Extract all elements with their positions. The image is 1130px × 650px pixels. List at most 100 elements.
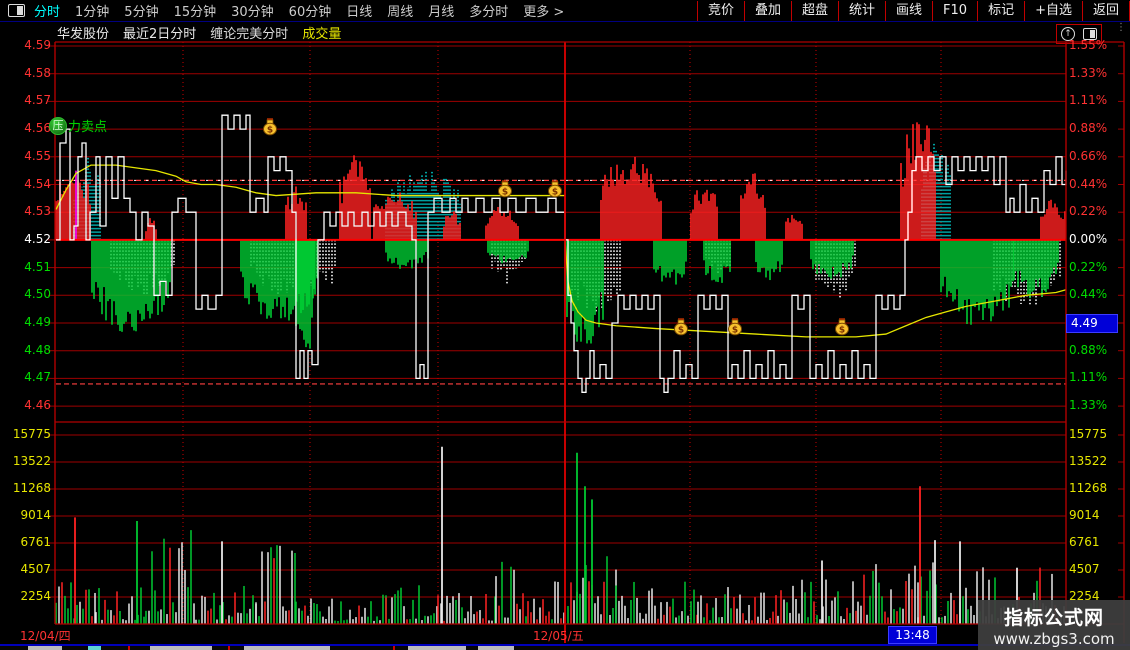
period-tab[interactable]: 1分钟 [75,5,110,20]
bottom-toolbar-clipped [0,646,1130,650]
period-tab[interactable]: 周线 [387,5,414,20]
footer-divider [0,644,1130,646]
axis-label: 15775 [1069,427,1108,441]
clipped-text-fragment [478,646,514,650]
axis-label: 4.55 [24,148,51,163]
axis-label: 4.51 [24,259,51,274]
chart-title-row: 华发股份 最近2日分时 缠论完美分时 成交量 [0,22,1130,42]
indicator-name[interactable]: 缠论完美分时 [210,26,289,42]
svg-text:$: $ [839,326,845,336]
toolbar-button[interactable]: 竞价 [696,0,744,21]
toolbar-button[interactable]: 叠加 [743,0,791,21]
moneybag-buy-icon: $ [498,180,512,198]
toolbar-button[interactable]: +自选 [1024,0,1082,21]
clipped-text-fragment [408,646,466,650]
svg-text:$: $ [552,188,558,198]
axis-label: 2254 [20,589,51,603]
axis-label: 4.58 [24,65,51,80]
axis-label: 4.56 [24,121,51,136]
toolbar-button[interactable]: F10 [932,0,977,21]
axis-label: 0.44% [1069,176,1108,191]
toolbar-button[interactable]: 画线 [885,0,932,21]
split-panel-icon[interactable] [1083,28,1097,40]
period-tabs: 分时 1分钟 5分钟 15分钟 30分钟 60分钟 日线 周线 月线 多分时 更多 > [34,1,579,20]
clipped-divider [393,646,395,650]
toolbar-button[interactable]: 标记 [977,0,1024,21]
axis-label: 0.44% [1069,287,1108,302]
stock-name: 华发股份 [57,26,110,42]
clipped-text-fragment [150,646,212,650]
sell-badge-icon: 压 [49,116,67,135]
moneybag-buy-icon: $ [728,318,742,336]
axis-label: 6761 [20,535,51,549]
axis-label: 0.22% [1069,259,1108,274]
axis-label: 9014 [20,508,51,522]
period-tab[interactable]: 分时 [34,5,61,20]
clipped-text-fragment [28,646,62,650]
period-tab[interactable]: 5分钟 [124,5,159,20]
axis-label: 11268 [1069,481,1108,495]
axis-label: 0.88% [1069,342,1108,357]
chart-mode-label[interactable]: 最近2日分时 [123,26,197,42]
moneybag-buy-icon: $ [263,118,277,136]
toolbar-button[interactable]: 返回 [1081,0,1130,21]
watermark-url: www.zbgs3.com [993,630,1115,648]
date-label-day2: 12/05/五 [533,629,584,643]
scrollbar-grip-icon[interactable]: ⋮ [1116,22,1126,33]
moneybag-buy-icon: $ [835,318,849,336]
sell-point-marker: 压 力卖点 [49,116,107,135]
date-label-day1: 12/04/四 [20,629,71,643]
period-tab[interactable]: 60分钟 [288,5,332,20]
axis-label: 4.48 [24,342,51,357]
axis-label: 15775 [12,427,51,441]
period-tab[interactable]: 30分钟 [231,5,274,20]
svg-text:$: $ [678,326,684,336]
clipped-text-fragment [244,646,330,650]
axis-label: 9014 [1069,508,1100,522]
svg-text:$: $ [267,126,273,136]
axis-label: 0.88% [1069,121,1108,136]
clipped-divider [128,646,130,650]
svg-text:$: $ [732,326,738,336]
moneybag-buy-icon: $ [674,318,688,336]
axis-label: 4.59 [24,38,51,52]
expand-up-icon[interactable]: ↑ [1061,27,1075,41]
axis-label: 11268 [12,481,51,495]
axis-label: 0.00% [1069,231,1108,246]
watermark-site-name: 指标公式网 [1003,607,1104,629]
axis-label: 4507 [1069,562,1100,576]
period-tab[interactable]: 更多 > [523,5,565,20]
axis-label: 0.66% [1069,148,1108,163]
axis-label: 4.50 [24,287,51,302]
period-tab[interactable]: 多分时 [469,5,509,20]
window-panel-icon[interactable] [8,4,25,17]
clipped-divider [228,646,230,650]
period-tab[interactable]: 日线 [346,5,373,20]
watermark-overlay: 指标公式网 www.zbgs3.com [978,600,1130,650]
axis-label: 4.47 [24,370,51,385]
axis-label: 1.55% [1069,38,1108,52]
axis-label: 4507 [20,562,51,576]
axis-label: 4.53 [24,204,51,219]
period-toolbar: 分时 1分钟 5分钟 15分钟 30分钟 60分钟 日线 周线 月线 多分时 更多 > 竞价 叠加 超盘… [0,0,1130,22]
toolbar-button[interactable]: 超盘 [790,0,838,21]
pane-corner-icons: ↑ [1056,24,1102,44]
axis-label: 4.52 [24,231,51,246]
current-price-box: 4.49 [1066,314,1118,333]
period-tab[interactable]: 15分钟 [173,5,217,20]
axis-label: 4.57 [24,93,51,108]
axis-label: 1.33% [1069,398,1108,413]
axis-label: 1.33% [1069,65,1108,80]
axis-label: 0.22% [1069,204,1108,219]
white-step-line [56,114,1067,393]
cursor-time-box: 13:48 [888,626,937,644]
toolbar-button[interactable]: 统计 [838,0,885,21]
axis-label: 4.54 [24,176,51,191]
sell-badge-label: 力卖点 [68,120,108,135]
axis-label: 13522 [1069,454,1108,468]
axis-label: 4.49 [24,315,51,329]
period-tab[interactable]: 月线 [428,5,455,20]
volume-indicator-label[interactable]: 成交量 [302,26,342,42]
